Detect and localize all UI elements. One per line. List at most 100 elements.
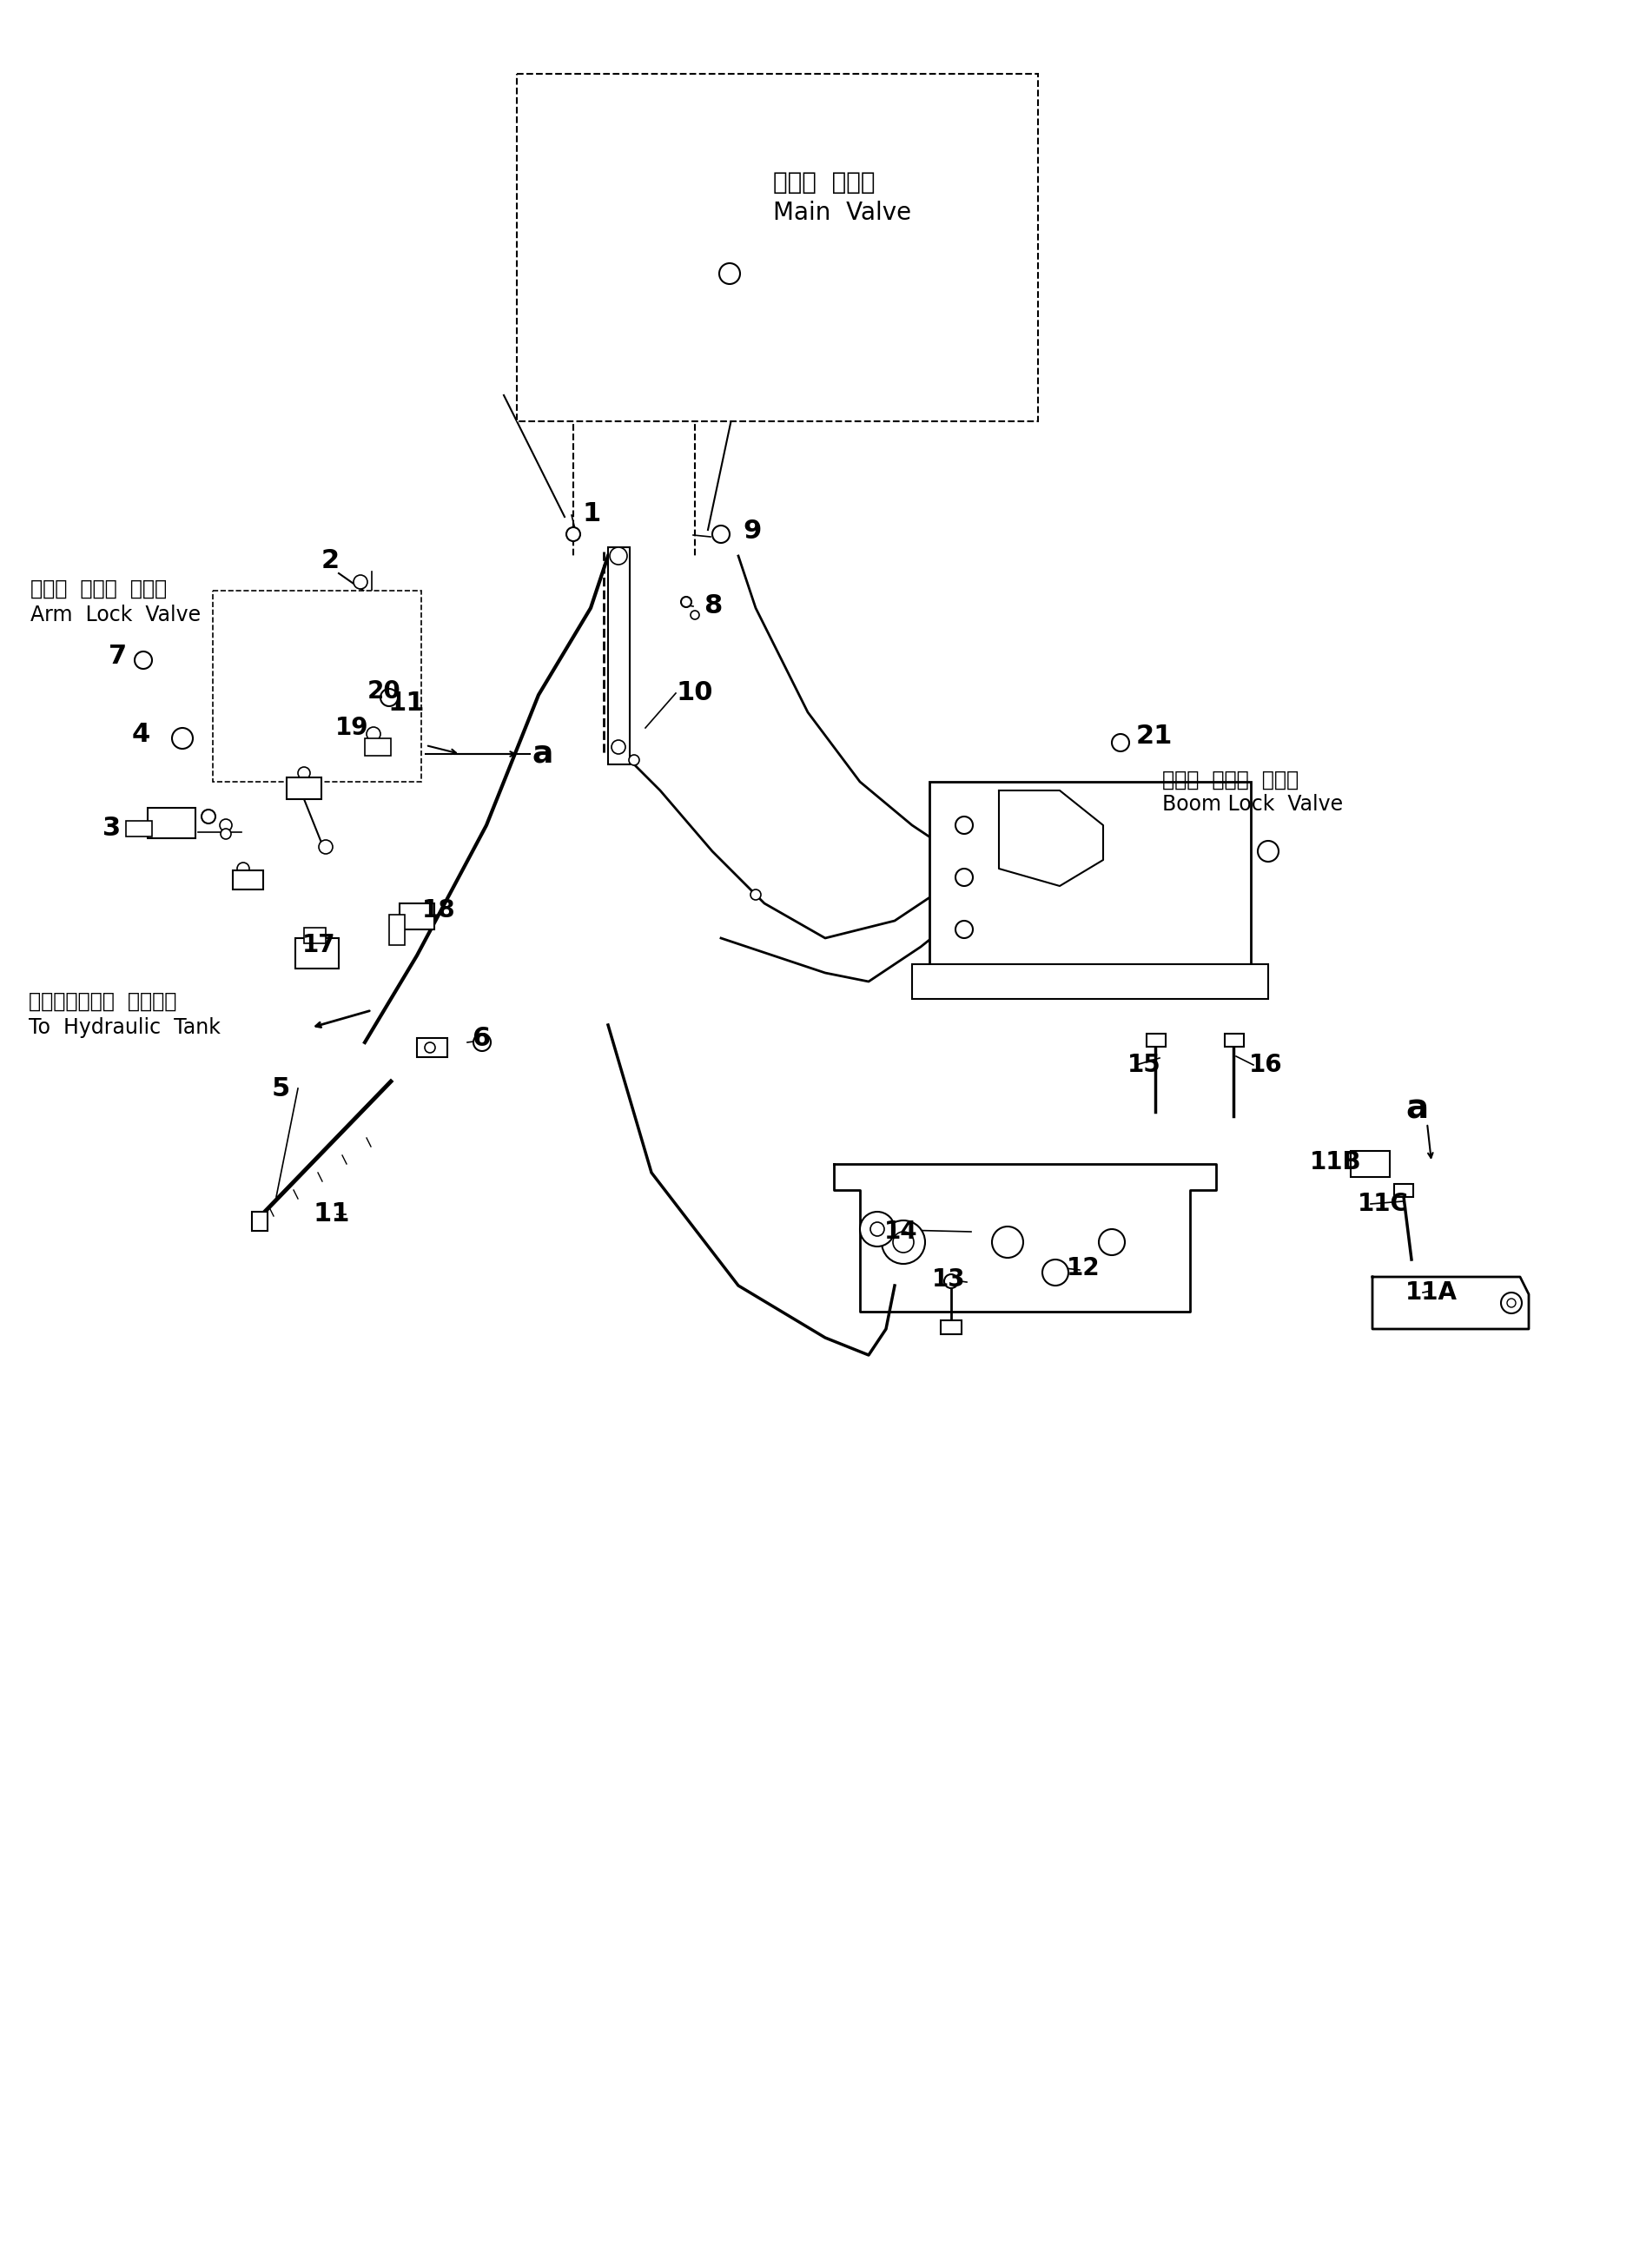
Ellipse shape — [663, 95, 687, 109]
Circle shape — [751, 889, 761, 900]
Circle shape — [691, 610, 699, 619]
Ellipse shape — [970, 136, 985, 159]
Circle shape — [670, 116, 681, 127]
Circle shape — [1042, 1259, 1068, 1286]
Circle shape — [611, 739, 625, 753]
Circle shape — [1257, 841, 1279, 862]
Circle shape — [305, 751, 320, 764]
Circle shape — [973, 206, 981, 213]
Ellipse shape — [567, 95, 591, 109]
Circle shape — [201, 810, 216, 823]
Circle shape — [973, 175, 981, 184]
Circle shape — [944, 1275, 959, 1288]
Circle shape — [973, 361, 981, 370]
Bar — [1350, 1150, 1390, 1177]
Bar — [919, 102, 944, 132]
Circle shape — [609, 547, 627, 565]
Circle shape — [134, 651, 152, 669]
Ellipse shape — [856, 95, 880, 109]
Circle shape — [349, 751, 363, 764]
Bar — [248, 621, 377, 735]
Circle shape — [366, 728, 380, 742]
Text: 16: 16 — [1249, 1052, 1282, 1077]
Circle shape — [425, 1043, 434, 1052]
Circle shape — [263, 751, 276, 764]
Bar — [389, 914, 405, 946]
Circle shape — [955, 869, 973, 887]
Circle shape — [861, 1211, 895, 1247]
Ellipse shape — [529, 347, 544, 365]
Circle shape — [353, 576, 367, 590]
Circle shape — [712, 526, 730, 542]
Circle shape — [895, 116, 905, 127]
Bar — [599, 102, 624, 132]
Text: 11B: 11B — [1310, 1150, 1362, 1175]
Circle shape — [882, 1220, 924, 1263]
Bar — [287, 778, 322, 798]
Circle shape — [1507, 1300, 1515, 1306]
Bar — [147, 807, 196, 839]
Circle shape — [766, 116, 777, 127]
Bar — [727, 102, 751, 132]
Text: 9: 9 — [743, 519, 761, 544]
Circle shape — [606, 116, 617, 127]
Text: アーム  ロック  バルブ: アーム ロック バルブ — [31, 578, 167, 599]
Bar — [1146, 1034, 1166, 1048]
Bar — [823, 102, 848, 132]
Bar — [235, 608, 390, 746]
Ellipse shape — [970, 168, 985, 191]
Circle shape — [955, 816, 973, 835]
Text: Boom Lock  Valve: Boom Lock Valve — [1163, 794, 1342, 814]
Text: 12: 12 — [1066, 1256, 1101, 1281]
Circle shape — [171, 728, 193, 748]
Bar — [547, 118, 963, 395]
Circle shape — [639, 116, 648, 127]
Text: 11C: 11C — [1357, 1191, 1409, 1216]
Circle shape — [799, 116, 808, 127]
Ellipse shape — [970, 229, 985, 252]
Bar — [364, 739, 390, 755]
Ellipse shape — [529, 188, 544, 206]
Text: 20: 20 — [367, 680, 402, 703]
Circle shape — [681, 596, 691, 608]
Ellipse shape — [632, 95, 655, 109]
Bar — [126, 821, 152, 837]
Ellipse shape — [792, 95, 816, 109]
Ellipse shape — [970, 290, 985, 313]
Bar — [941, 1320, 962, 1334]
Circle shape — [973, 143, 981, 152]
Ellipse shape — [970, 261, 985, 284]
Text: 1: 1 — [581, 501, 601, 526]
Ellipse shape — [759, 95, 784, 109]
Circle shape — [380, 689, 398, 705]
Circle shape — [237, 862, 250, 875]
Bar — [416, 1039, 447, 1057]
Text: Arm  Lock  Valve: Arm Lock Valve — [31, 606, 201, 626]
Text: メイン  バルブ: メイン バルブ — [772, 170, 875, 195]
Ellipse shape — [823, 95, 848, 109]
Circle shape — [893, 1232, 914, 1252]
Ellipse shape — [696, 95, 720, 109]
Bar — [516, 75, 1039, 422]
Bar — [696, 102, 720, 132]
Circle shape — [973, 268, 981, 277]
Bar — [567, 102, 591, 132]
Bar — [234, 871, 263, 889]
Bar — [913, 964, 1269, 998]
Text: 11: 11 — [387, 692, 425, 717]
Text: 14: 14 — [883, 1220, 918, 1243]
Text: To  Hydraulic  Tank: To Hydraulic Tank — [29, 1016, 220, 1039]
Bar — [251, 1211, 268, 1232]
Text: 17: 17 — [302, 932, 336, 957]
Circle shape — [297, 767, 310, 780]
Circle shape — [1501, 1293, 1522, 1313]
Circle shape — [928, 116, 937, 127]
Text: 18: 18 — [423, 898, 456, 923]
Circle shape — [991, 1227, 1024, 1259]
Text: 6: 6 — [472, 1027, 490, 1052]
Ellipse shape — [529, 306, 544, 324]
Bar — [632, 102, 655, 132]
Circle shape — [862, 116, 874, 127]
Text: 8: 8 — [704, 594, 722, 619]
Circle shape — [870, 1222, 883, 1236]
